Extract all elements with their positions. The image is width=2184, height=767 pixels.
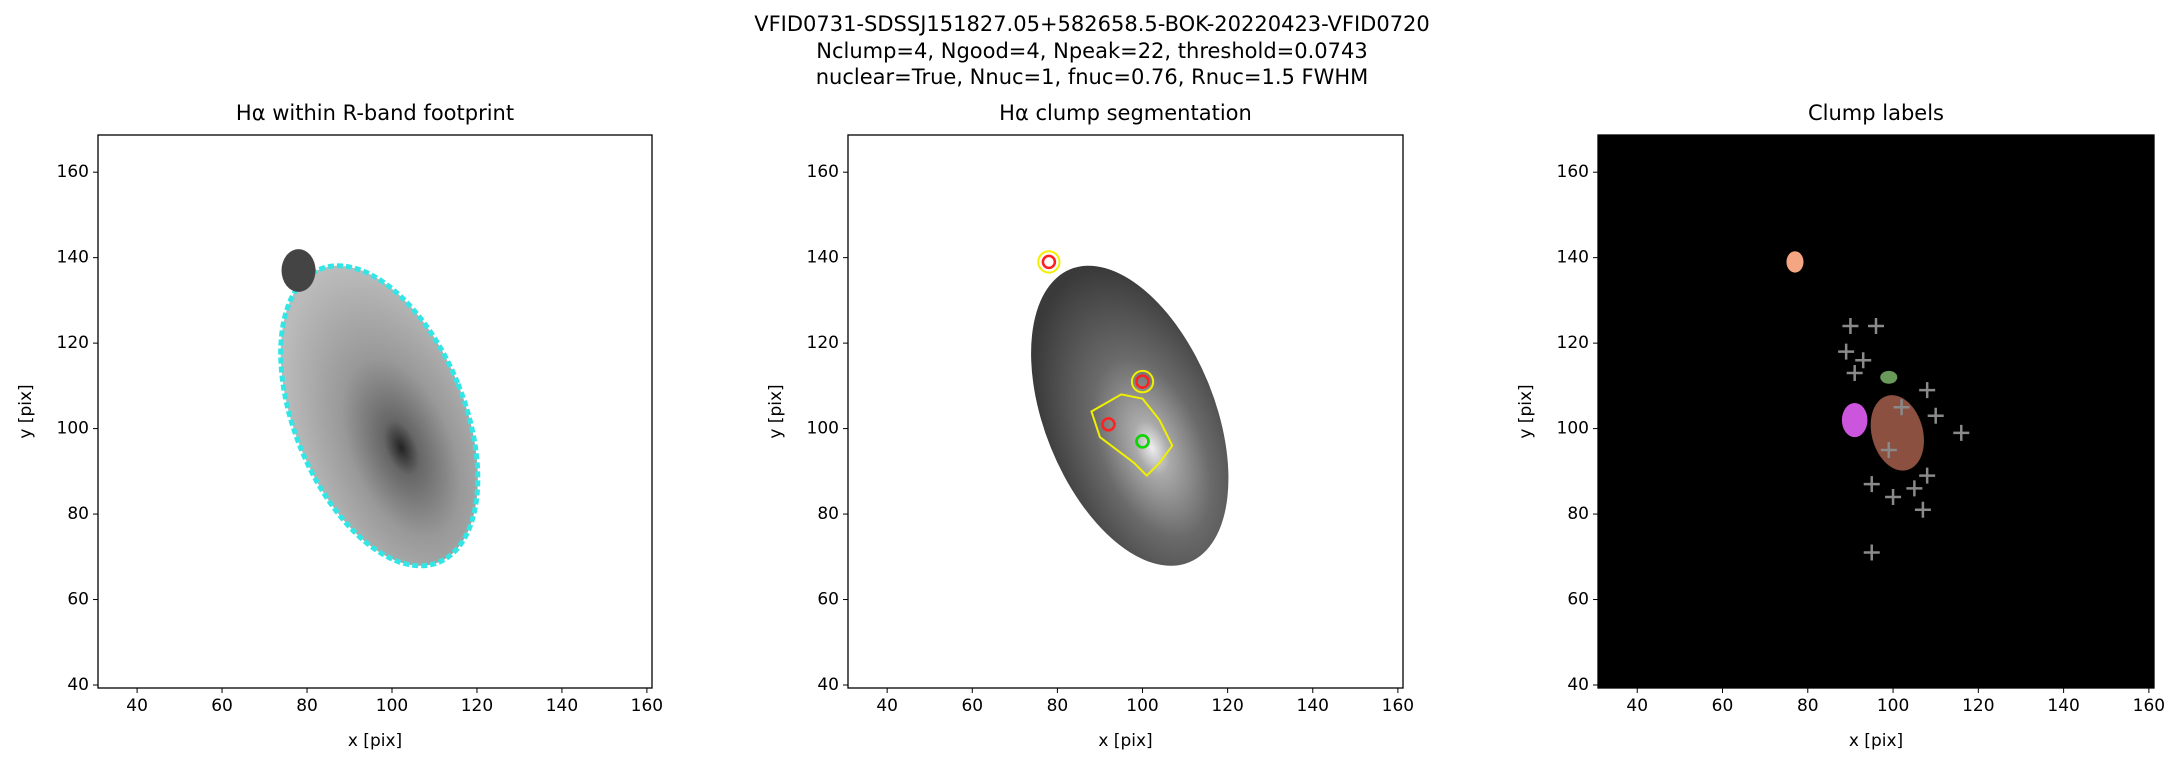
y-tick-label: 40 xyxy=(1567,675,1589,695)
peak-marker xyxy=(1868,318,1884,335)
peak-marker xyxy=(1863,476,1880,493)
x-tick-label: 100 xyxy=(376,696,408,716)
x-tick-label: 160 xyxy=(2133,696,2165,716)
x-tick-label: 140 xyxy=(2047,696,2079,716)
y-tick-label: 120 xyxy=(1557,333,1589,353)
suptitle: nuclear=True, Nnuc=1, fnuc=0.76, Rnuc=1.… xyxy=(816,65,1369,89)
clump xyxy=(1786,251,1804,273)
y-tick-label: 100 xyxy=(57,419,89,439)
x-tick-label: 40 xyxy=(126,696,148,716)
peak-marker xyxy=(1919,382,1936,399)
x-tick-label: 40 xyxy=(876,696,898,716)
clump xyxy=(1870,395,1924,471)
suptitle: VFID0731-SDSSJ151827.05+582658.5-BOK-202… xyxy=(754,12,1430,36)
peak-marker xyxy=(1953,424,1970,441)
y-tick-label: 80 xyxy=(1567,504,1589,524)
x-tick-label: 60 xyxy=(961,696,983,716)
x-axis-label: x [pix] xyxy=(1098,731,1152,751)
x-tick-label: 160 xyxy=(631,696,663,716)
y-tick-label: 120 xyxy=(807,333,839,353)
peak-marker xyxy=(1041,254,1057,270)
peak-marker xyxy=(1101,417,1116,432)
x-tick-label: 100 xyxy=(1877,696,1909,716)
peak-marker xyxy=(1855,352,1872,369)
y-tick-label: 160 xyxy=(1557,162,1589,182)
x-tick-label: 160 xyxy=(1382,696,1414,716)
peak-marker xyxy=(1919,467,1936,484)
y-tick-label: 40 xyxy=(67,675,89,695)
x-tick-label: 80 xyxy=(1797,696,1819,716)
x-axis-label: x [pix] xyxy=(348,731,402,751)
knot xyxy=(281,249,316,292)
y-axis-label: y [pix] xyxy=(16,384,36,438)
y-tick-label: 60 xyxy=(67,590,89,610)
contour xyxy=(1037,250,1061,274)
y-tick-label: 160 xyxy=(57,162,89,182)
peak-marker xyxy=(1893,399,1910,416)
galaxy xyxy=(278,263,481,569)
x-tick-label: 120 xyxy=(461,696,493,716)
peak-marker xyxy=(1914,501,1931,518)
x-tick-label: 100 xyxy=(1126,696,1158,716)
x-tick-label: 120 xyxy=(1962,696,1994,716)
y-tick-label: 100 xyxy=(1557,419,1589,439)
image xyxy=(1786,251,1970,561)
axes-frame xyxy=(97,134,653,689)
peak-marker xyxy=(1906,480,1923,497)
axes-title: Clump labels xyxy=(1808,101,1944,125)
y-tick-label: 100 xyxy=(807,419,839,439)
peak-marker xyxy=(1846,365,1863,382)
y-tick-label: 40 xyxy=(817,675,839,695)
x-tick-label: 80 xyxy=(296,696,318,716)
y-tick-label: 140 xyxy=(1557,248,1589,268)
clump xyxy=(1841,402,1868,438)
axes-frame xyxy=(847,134,1404,689)
peak-marker xyxy=(1885,488,1902,505)
axes-title: Hα clump segmentation xyxy=(999,101,1252,125)
y-tick-label: 60 xyxy=(817,590,839,610)
peak-marker xyxy=(1135,374,1150,389)
contour xyxy=(1090,393,1174,478)
axes-title: Hα within R-band footprint xyxy=(236,101,514,125)
y-axis-label: y [pix] xyxy=(1516,384,1536,438)
x-tick-label: 40 xyxy=(1626,696,1648,716)
galaxy xyxy=(1031,265,1229,566)
y-tick-label: 120 xyxy=(57,333,89,353)
y-axis-label: y [pix] xyxy=(766,384,786,438)
y-tick-label: 140 xyxy=(57,248,89,268)
x-tick-label: 60 xyxy=(211,696,233,716)
y-tick-label: 80 xyxy=(817,504,839,524)
peak-marker xyxy=(1135,434,1150,449)
y-tick-label: 160 xyxy=(807,162,839,182)
x-tick-label: 140 xyxy=(1297,696,1329,716)
peak-marker xyxy=(1880,441,1897,458)
peak-marker xyxy=(1842,318,1859,335)
y-tick-label: 140 xyxy=(807,248,839,268)
axes-frame xyxy=(1597,134,2155,689)
image xyxy=(278,249,481,569)
peak-marker xyxy=(1863,544,1880,561)
x-tick-label: 120 xyxy=(1211,696,1243,716)
y-tick-label: 60 xyxy=(1567,590,1589,610)
x-tick-label: 140 xyxy=(546,696,578,716)
suptitle: Nclump=4, Ngood=4, Npeak=22, threshold=0… xyxy=(816,39,1368,63)
peak-marker xyxy=(1838,343,1855,360)
contour xyxy=(1130,369,1155,394)
y-tick-label: 80 xyxy=(67,504,89,524)
clump xyxy=(1880,370,1898,384)
x-axis-label: x [pix] xyxy=(1849,731,1903,751)
x-tick-label: 80 xyxy=(1047,696,1069,716)
image xyxy=(1031,250,1229,566)
x-tick-label: 60 xyxy=(1712,696,1734,716)
peak-marker xyxy=(1927,407,1944,424)
